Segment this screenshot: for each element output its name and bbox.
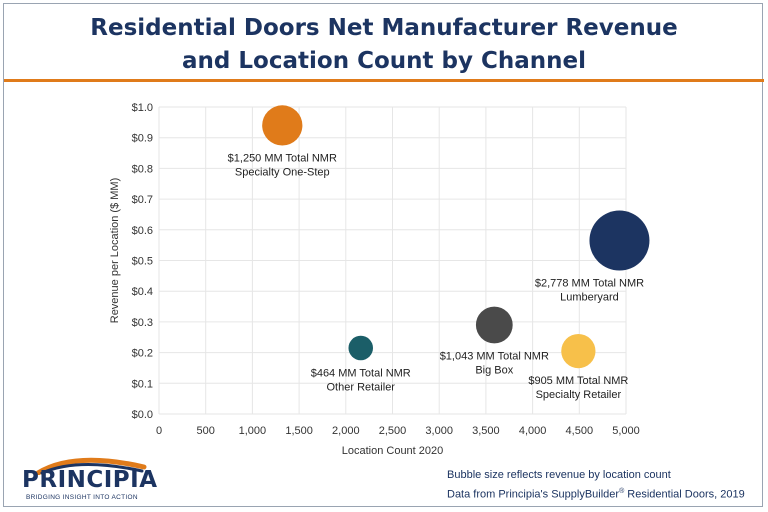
y-tick-label: $0.4 [132, 286, 153, 298]
x-tick-label: 2,500 [379, 425, 407, 437]
bubble-label-line2: Lumberyard [560, 292, 619, 304]
bubble-point [589, 210, 650, 271]
x-tick-label: 5,000 [612, 425, 640, 437]
bubble-size-note: Bubble size reflects revenue by location… [447, 469, 671, 481]
bubble-point [475, 306, 513, 344]
bubble-label-line1: $464 MM Total NMR [311, 367, 411, 379]
x-tick-label: 0 [156, 425, 162, 437]
y-tick-label: $0.9 [132, 133, 153, 145]
bubble-label-line1: $1,043 MM Total NMR [440, 350, 549, 362]
bubble-label-line1: $2,778 MM Total NMR [535, 278, 644, 290]
x-tick-label: 3,500 [472, 425, 500, 437]
logo-tagline: BRIDGING INSIGHT INTO ACTION [26, 494, 138, 501]
logo-wordmark: PRINCIPIA [22, 467, 158, 493]
x-tick-label: 3,000 [425, 425, 453, 437]
x-tick-label: 500 [197, 425, 215, 437]
y-tick-label: $0.1 [132, 378, 153, 390]
y-tick-label: $0.8 [132, 163, 153, 175]
x-tick-label: 1,000 [239, 425, 267, 437]
y-tick-label: $0.6 [132, 225, 153, 237]
bubble-label-line1: $1,250 MM Total NMR [228, 153, 337, 165]
page-frame [3, 3, 763, 507]
title-line-1: Residential Doors Net Manufacturer Reven… [90, 15, 678, 41]
x-tick-label: 1,500 [285, 425, 313, 437]
title-divider [4, 79, 764, 82]
logo-arc-icon [35, 457, 147, 475]
x-axis-label: Location Count 2020 [342, 445, 444, 457]
x-tick-label: 2,000 [332, 425, 360, 437]
bubble-label-line2: Specialty Retailer [536, 389, 622, 401]
y-tick-label: $0.7 [132, 194, 153, 206]
bubble-label-line1: $905 MM Total NMR [528, 375, 628, 387]
y-axis-label: Revenue per Location ($ MM) [109, 178, 121, 324]
x-tick-label: 4,000 [519, 425, 547, 437]
bubble-point [561, 333, 596, 369]
y-tick-label: $1.0 [132, 102, 153, 114]
y-tick-label: $0.3 [132, 317, 153, 329]
title-line-2: and Location Count by Channel [182, 48, 586, 74]
bubble-point [348, 335, 374, 361]
bubble-label-line2: Specialty One-Step [235, 167, 330, 179]
x-tick-label: 4,500 [566, 425, 594, 437]
source-prefix: Data from Principia's SupplyBuilder [447, 488, 620, 501]
chart-title: Residential Doors Net Manufacturer Reven… [0, 12, 768, 78]
principia-logo: PRINCIPIA BRIDGING INSIGHT INTO ACTION [22, 449, 172, 505]
bubble-label-line2: Big Box [475, 364, 513, 376]
y-tick-label: $0.5 [132, 256, 153, 268]
y-tick-label: $0.0 [132, 409, 153, 421]
source-suffix: Residential Doors, 2019 [624, 488, 745, 501]
bubble-label-line2: Other Retailer [327, 381, 396, 393]
y-tick-label: $0.2 [132, 348, 153, 360]
data-source-note: Data from Principia's SupplyBuilder® Res… [447, 488, 745, 501]
registered-mark: ® [619, 488, 625, 495]
bubble-point [262, 105, 303, 146]
